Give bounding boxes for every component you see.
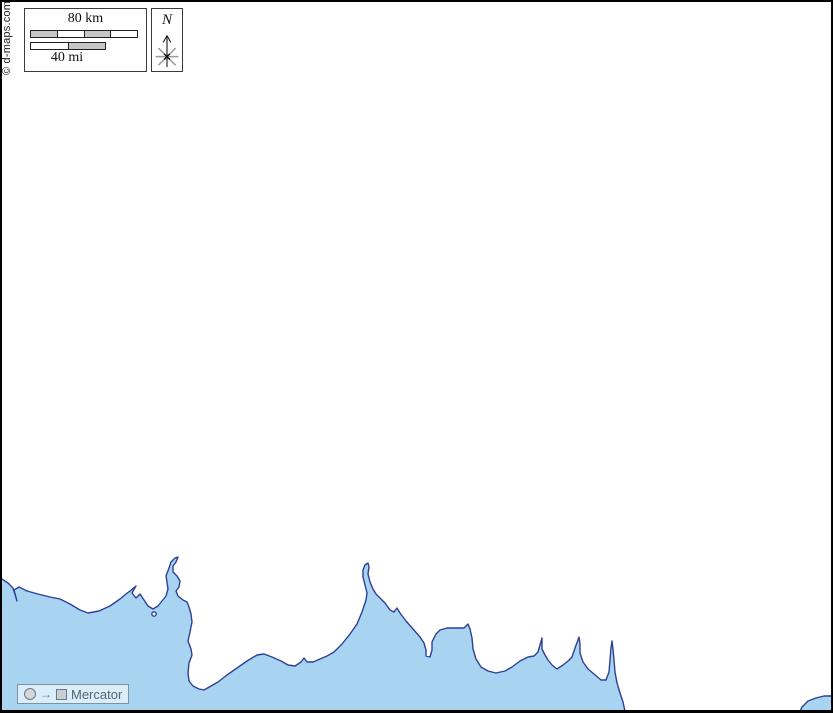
small-island	[151, 611, 157, 617]
sea-corner-polygon	[798, 695, 833, 713]
projection-circle-icon	[24, 688, 36, 700]
scale-box: 80 km 40 mi	[24, 8, 147, 72]
projection-label: Mercator	[71, 686, 123, 702]
north-arrow-icon	[155, 34, 179, 68]
scale-km-bar	[30, 30, 138, 38]
projection-square-icon	[56, 688, 67, 700]
scale-km-label: 80 km	[67, 11, 104, 26]
projection-badge: → Mercator	[17, 684, 130, 704]
sea-main-polygon	[0, 556, 627, 713]
copyright-text: © d-maps.com	[1, 0, 13, 75]
projection-arrow-icon: →	[40, 687, 52, 701]
scale-mi-label: 40 mi	[50, 50, 84, 65]
scale-mi-bar	[30, 42, 106, 50]
compass-box: N	[151, 8, 183, 72]
compass-north-label: N	[161, 12, 172, 28]
